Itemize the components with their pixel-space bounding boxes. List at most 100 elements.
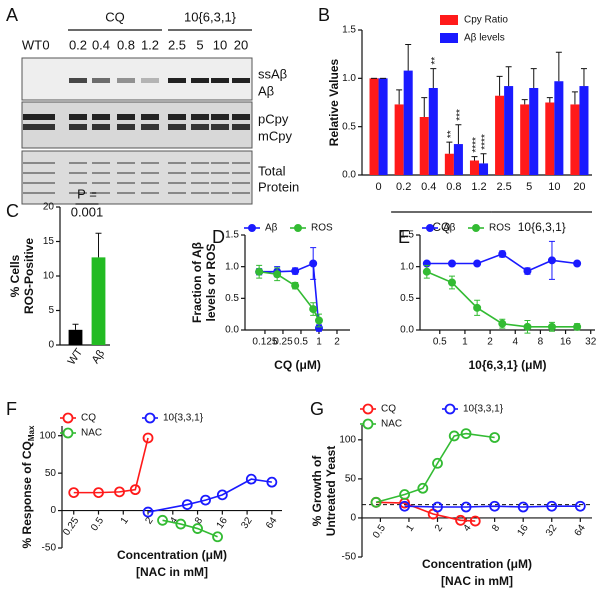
error-bar <box>530 68 537 88</box>
band <box>141 162 159 164</box>
band <box>141 114 159 120</box>
bar <box>378 78 388 175</box>
x-tick-label: 0.2 <box>396 181 411 193</box>
x-tick-label: 1 <box>404 523 416 534</box>
series-line <box>375 432 495 504</box>
data-point <box>447 259 456 268</box>
bar <box>554 81 564 175</box>
data-point <box>547 322 556 331</box>
band <box>69 182 87 184</box>
series-line <box>73 437 149 494</box>
panel-label: G <box>310 399 324 419</box>
band <box>211 162 229 164</box>
bar <box>579 86 589 175</box>
band <box>37 192 55 194</box>
band <box>117 182 135 184</box>
lane-label: 10 <box>213 37 227 52</box>
data-point <box>129 484 141 496</box>
x-tick-label: 64 <box>264 515 280 531</box>
bar <box>520 104 530 175</box>
row-label: Protein <box>258 179 299 194</box>
x-tick-label: 1 <box>119 515 131 526</box>
band <box>117 162 135 164</box>
group-label: CQ <box>105 9 125 24</box>
data-point <box>498 250 507 258</box>
band <box>168 114 186 120</box>
bar <box>444 153 454 175</box>
data-point <box>574 500 586 512</box>
legend-marker <box>362 418 374 430</box>
band <box>69 124 87 130</box>
data-point <box>114 486 125 498</box>
lane-label: 0.2 <box>69 37 87 52</box>
data-point <box>422 267 431 276</box>
x-tick-label: 8 <box>490 523 502 534</box>
band <box>37 124 55 130</box>
band <box>211 182 229 184</box>
data-point <box>255 267 264 276</box>
legend-label: ROS <box>489 223 511 234</box>
y-tick-label: -50 <box>342 552 357 563</box>
band <box>69 162 87 164</box>
error-bar <box>396 89 403 105</box>
data-point <box>417 482 429 494</box>
band <box>232 192 250 194</box>
series-line <box>259 270 320 321</box>
x-tick-label: Aβ <box>90 348 108 366</box>
x-tick-label: 4 <box>168 515 180 526</box>
band <box>141 124 159 130</box>
bar <box>495 95 505 175</box>
x-tick-label: 1.2 <box>471 181 486 193</box>
x-axis-label: CQ (μM) <box>274 358 321 372</box>
x-axis-label: Concentration (μM) <box>422 557 532 571</box>
error-bar <box>546 97 553 103</box>
data-point <box>523 322 532 331</box>
y-tick-label: 1.5 <box>225 230 239 241</box>
annotation: 0.001 <box>71 204 104 219</box>
x-tick-label: WT <box>66 346 86 367</box>
y-axis-label: levels or ROS <box>204 243 218 321</box>
error-bar <box>555 51 562 82</box>
x-tick-label: 4 <box>512 337 518 348</box>
band <box>141 78 159 83</box>
data-point <box>266 476 278 488</box>
x-tick-label: 0.5 <box>89 515 106 533</box>
lane-label: 2.5 <box>168 37 186 52</box>
lane-label: 0 <box>42 37 49 52</box>
band <box>141 192 159 194</box>
x-tick-label: 0.4 <box>421 181 436 193</box>
x-axis-label: [NAC in mM] <box>441 574 513 588</box>
row-label: Total <box>258 163 286 178</box>
bar <box>91 257 106 345</box>
band <box>191 124 209 130</box>
band <box>92 182 110 184</box>
band <box>211 124 229 130</box>
data-point <box>309 305 318 314</box>
legend-label: Cpy Ratio <box>464 15 508 26</box>
error-bar <box>95 232 102 258</box>
band <box>191 192 209 194</box>
y-tick-label: 0 <box>48 340 54 351</box>
band <box>141 182 159 184</box>
blot-image <box>21 150 253 205</box>
x-tick-label: 16 <box>560 337 572 348</box>
data-point <box>469 515 481 527</box>
x-tick-label: 16 <box>215 515 231 531</box>
y-tick-label: 1.0 <box>400 261 414 272</box>
group-label: 10{6,3,1} <box>184 9 237 24</box>
bar <box>403 70 413 175</box>
x-axis-label: [NAC in mM] <box>136 565 208 579</box>
data-point <box>192 523 203 534</box>
band <box>92 114 110 120</box>
data-point <box>517 501 529 513</box>
error-bar <box>430 68 437 88</box>
x-tick-label: 2.5 <box>496 181 511 193</box>
error-bar <box>580 68 587 87</box>
x-tick-label: 1 <box>462 337 468 348</box>
band <box>117 192 135 194</box>
y-tick-label: 0 <box>350 513 356 524</box>
legend-label: Aβ <box>265 223 278 234</box>
y-axis-label: % Cells <box>8 254 22 297</box>
data-point <box>455 514 466 526</box>
